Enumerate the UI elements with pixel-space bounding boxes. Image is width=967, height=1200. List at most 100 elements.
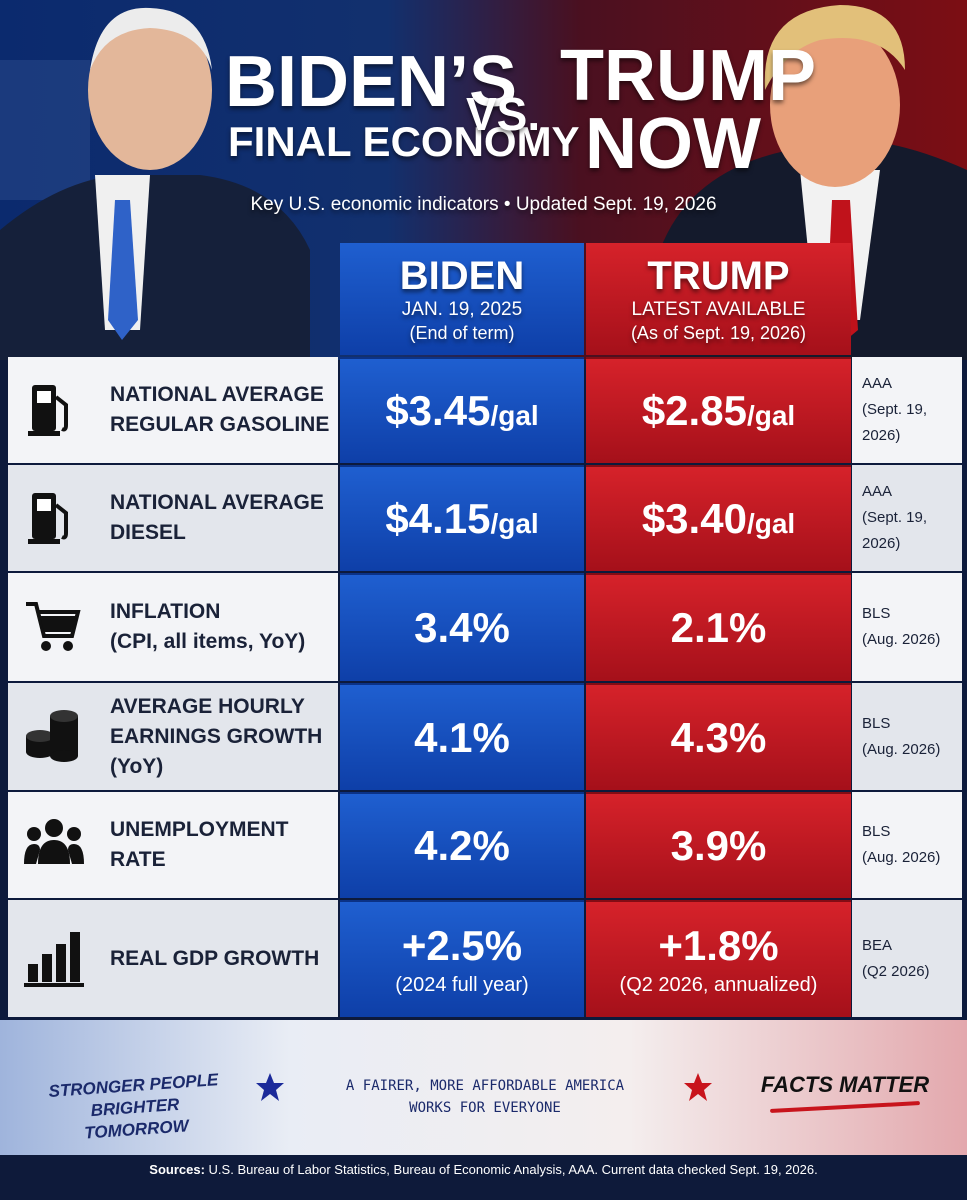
source-line: (Sept. 19, 2026) — [862, 509, 928, 552]
trump-value-cell: $2.85/gal — [586, 357, 851, 463]
label-line: REGULAR GASOLINE — [110, 413, 330, 436]
subtitle: Key U.S. economic indicators • Updated S… — [250, 194, 717, 215]
value-unit: /gal — [490, 400, 539, 431]
center-slogan: A FAIRER, MORE AFFORDABLE AMERICA WORKS F… — [300, 1075, 670, 1119]
value-number: 3.9% — [670, 822, 767, 869]
row-icon — [28, 385, 68, 436]
source-line: (Q2 2026) — [862, 962, 930, 980]
source-line: (Aug. 2026) — [862, 631, 941, 648]
value-number: +2.5% — [401, 922, 523, 969]
value: $3.45/gal — [385, 387, 538, 435]
slogan-line: WORKS FOR EVERYONE — [409, 1100, 561, 1116]
value-unit: /gal — [490, 508, 539, 539]
row-source: BEA (Q2 2026) — [852, 900, 962, 1017]
trump-value-cell: $3.40/gal — [586, 465, 851, 571]
value: 3.4% — [414, 604, 510, 652]
slogan-line: A FAIRER, MORE AFFORDABLE AMERICA — [345, 1078, 625, 1094]
row-label: NATIONAL AVERAGE DIESEL — [8, 465, 338, 571]
value-note: (2024 full year) — [395, 974, 529, 996]
source-line: BLS — [862, 714, 891, 732]
value: $2.85/gal — [642, 387, 795, 435]
row-icon — [24, 931, 84, 987]
source-line: AAA — [862, 483, 893, 500]
value: 3.9% — [671, 822, 767, 870]
biden-value-cell: $4.15/gal — [340, 465, 584, 571]
label-line: NATIONAL AVERAGE — [110, 491, 324, 514]
sources-label: Sources: — [149, 1162, 205, 1177]
blue-star — [256, 1073, 284, 1101]
source-line: (Sept. 19, 2026) — [862, 401, 928, 444]
value: 4.2% — [414, 822, 510, 870]
label-line: REAL GDP GROWTH — [110, 946, 320, 970]
value: $4.15/gal — [385, 495, 538, 543]
label-line: INFLATION — [110, 600, 221, 623]
red-star — [684, 1073, 712, 1101]
vs: VS. — [466, 88, 541, 140]
column-header: TRUMP LATEST AVAILABLE (As of Sept. 19, 20… — [586, 243, 851, 355]
label-line: DIESEL — [110, 521, 186, 544]
value-number: $2.85 — [641, 387, 747, 434]
biden-value-cell: 4.1% — [340, 683, 584, 790]
row-source: AAA (Sept. 19, 2026) — [852, 357, 962, 463]
left-title: FINAL ECONOMY — [228, 118, 580, 165]
value-note: (Q2 2026, annualized) — [619, 974, 818, 996]
trump-value-cell: 2.1% — [586, 573, 851, 681]
source-line: AAA — [862, 375, 893, 392]
row-source: BLS (Aug. 2026) — [852, 792, 962, 898]
biden-value-cell: +2.5% (2024 full year) — [340, 900, 584, 1017]
source-line: BEA — [862, 936, 893, 954]
trump-value-cell: 4.3% — [586, 683, 851, 790]
value-number: 3.4% — [414, 604, 510, 651]
row-label: NATIONAL AVERAGE REGULAR GASOLINE — [8, 357, 338, 463]
trump-value-cell: 3.9% — [586, 792, 851, 898]
value: +1.8% — [658, 922, 778, 970]
row-icon — [26, 602, 81, 651]
value: 4.1% — [414, 714, 510, 762]
label-line: EARNINGS GROWTH (YoY) — [110, 724, 323, 778]
value-number: 4.3% — [670, 713, 767, 761]
label-line: UNEMPLOYMENT RATE — [110, 818, 289, 871]
value: $3.40/gal — [642, 495, 795, 543]
right-title: TRUMP — [560, 36, 816, 116]
value: 2.1% — [671, 604, 767, 652]
value: +2.5% — [402, 922, 522, 970]
column-date: LATEST AVAILABLE — [631, 299, 806, 320]
source-line: (Aug. 2026) — [862, 849, 941, 866]
value-number: +1.8% — [658, 922, 779, 969]
biden-value-cell: $3.45/gal — [340, 357, 584, 463]
value-number: 4.2% — [414, 822, 510, 869]
label-line: (CPI, all items, YoY) — [110, 630, 306, 653]
value-number: $3.45 — [385, 387, 491, 434]
biden-value-cell: 3.4% — [340, 573, 584, 681]
row-icon — [28, 493, 68, 544]
row-icon — [26, 709, 78, 762]
column-date: JAN. 19, 2025 — [401, 299, 523, 320]
row-source: AAA (Sept. 19, 2026) — [852, 465, 962, 571]
row-source: BLS (Aug. 2026) — [852, 683, 962, 790]
sources-bar: Sources: U.S. Bureau of Labor Statistics… — [0, 1155, 967, 1200]
row-source: BLS (Aug. 2026) — [852, 573, 962, 681]
label-line: NATIONAL AVERAGE — [110, 383, 324, 406]
source-line: (Aug. 2026) — [862, 740, 941, 758]
left-title: BIDEN’S — [225, 42, 518, 122]
source-line: BLS — [862, 605, 891, 622]
facts-matter: FACTS MATTER — [760, 1072, 930, 1097]
value-number: 4.1% — [414, 713, 510, 761]
footer-banner — [0, 1020, 967, 1155]
value-number: 2.1% — [670, 604, 767, 651]
column-header: BIDEN JAN. 19, 2025 (End of term) — [340, 243, 584, 355]
value-number: $3.40 — [641, 495, 747, 542]
value-unit: /gal — [746, 400, 796, 431]
column-name: TRUMP — [647, 254, 790, 298]
trump-value-cell: +1.8% (Q2 2026, annualized) — [586, 900, 851, 1017]
label-line: AVERAGE HOURLY — [110, 694, 305, 718]
column-note: (As of Sept. 19, 2026) — [630, 323, 807, 343]
column-name: BIDEN — [399, 254, 525, 298]
value-number: $4.15 — [385, 495, 491, 542]
value: 4.3% — [671, 714, 767, 762]
sources-text: U.S. Bureau of Labor Statistics, Bureau … — [208, 1162, 818, 1177]
biden-value-cell: 4.2% — [340, 792, 584, 898]
left-slogan: STRONGER PEOPLE BRIGHTER TOMORROW — [38, 1068, 232, 1147]
source-line: BLS — [862, 823, 891, 840]
